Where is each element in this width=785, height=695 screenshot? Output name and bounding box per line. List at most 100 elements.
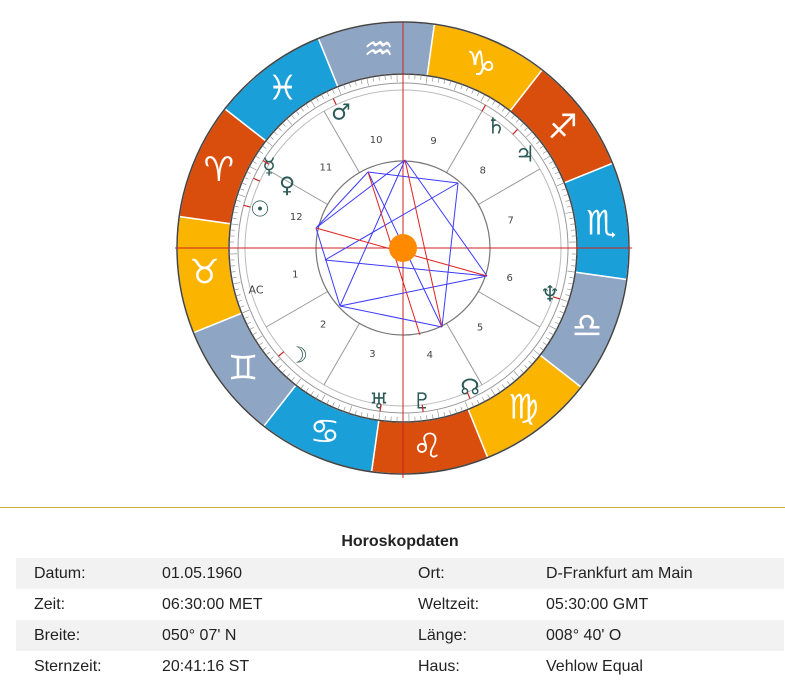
degree-tick xyxy=(549,332,554,336)
degree-tick xyxy=(543,155,551,161)
planet-marker-neptune xyxy=(553,296,561,300)
latitude-value: 050° 07' N xyxy=(162,620,418,651)
degree-tick xyxy=(464,401,469,410)
degree-tick xyxy=(532,356,537,361)
longitude-label: Länge: xyxy=(418,620,546,651)
zodiac-glyph-aries: ♈ xyxy=(204,150,234,190)
degree-tick xyxy=(511,114,516,119)
degree-tick xyxy=(300,107,304,112)
planet-marker-mars xyxy=(332,98,337,106)
degree-tick xyxy=(554,321,560,325)
planet-glyph-sun: ☉ xyxy=(250,198,270,223)
degree-tick xyxy=(520,122,525,127)
degree-tick xyxy=(348,82,352,88)
degree-tick xyxy=(542,150,548,154)
zodiac-glyph-gemini: ♊ xyxy=(228,348,258,388)
universal-time-value: 05:30:00 GMT xyxy=(546,595,649,613)
degree-tick xyxy=(243,316,249,320)
degree-tick xyxy=(326,399,330,405)
degree-tick xyxy=(426,415,428,421)
degree-tick xyxy=(343,406,346,412)
degree-tick xyxy=(466,86,469,92)
planet-marker-pluto xyxy=(421,404,424,412)
degree-tick xyxy=(321,394,326,402)
zodiac-glyph-aquarius: ♒ xyxy=(363,29,393,69)
degree-tick xyxy=(432,414,434,420)
degree-tick xyxy=(513,371,520,378)
degree-tick xyxy=(255,335,263,341)
degree-tick xyxy=(305,103,309,109)
degree-tick xyxy=(565,199,571,202)
degree-tick xyxy=(449,80,452,86)
degree-tick xyxy=(561,188,567,191)
degree-tick xyxy=(249,327,254,330)
degree-tick xyxy=(237,193,246,197)
degree-tick xyxy=(557,176,563,180)
degree-tick xyxy=(360,411,363,417)
degree-tick xyxy=(273,131,278,136)
degree-tick xyxy=(420,416,422,422)
center-dot xyxy=(389,234,417,262)
degree-tick xyxy=(480,94,485,102)
house-cusp-line xyxy=(446,110,483,173)
degree-tick xyxy=(437,410,440,419)
degree-tick xyxy=(557,316,563,320)
degree-tick xyxy=(449,410,452,416)
degree-tick xyxy=(504,110,511,118)
degree-tick xyxy=(337,404,340,410)
degree-tick xyxy=(230,271,236,273)
degree-tick xyxy=(526,131,533,138)
house-number-11: 11 xyxy=(320,163,333,174)
planet-glyph-mars: ♂ xyxy=(331,101,351,126)
degree-tick xyxy=(277,126,282,131)
house-system-label: Haus: xyxy=(418,657,460,675)
degree-tick xyxy=(384,416,386,422)
zodiac-glyph-scorpio: ♏ xyxy=(586,204,616,244)
degree-tick xyxy=(502,107,506,112)
house-number-9: 9 xyxy=(430,136,436,147)
degree-tick xyxy=(546,337,551,341)
degree-tick xyxy=(471,88,475,94)
planet-marker-sun xyxy=(243,204,251,208)
degree-tick xyxy=(326,91,330,97)
date-label: Datum: xyxy=(16,558,162,589)
horoscope-data-table: Datum: 01.05.1960 Ort: D-Frankfurt am Ma… xyxy=(16,558,784,682)
zodiac-glyph-pisces: ♓ xyxy=(267,68,297,108)
aspect-line xyxy=(367,171,459,184)
degree-tick xyxy=(520,369,525,374)
degree-tick xyxy=(569,217,575,219)
aspect-line xyxy=(315,171,369,229)
house-number-8: 8 xyxy=(480,165,486,176)
house-system-value: Vehlow Equal xyxy=(546,657,643,675)
degree-tick xyxy=(497,103,501,109)
degree-tick xyxy=(372,414,374,420)
degree-tick xyxy=(295,378,302,386)
degree-tick xyxy=(281,122,286,127)
horoscope-data-title: Horoskopdaten xyxy=(341,533,459,550)
degree-ticks xyxy=(229,74,577,422)
planets: ♂ ♄ ♃ ☿♀ ☉ ♆ ☽ ☊ ♅ ♇ xyxy=(243,98,561,415)
degree-tick xyxy=(515,118,520,123)
aspect-line xyxy=(315,159,406,229)
date-value: 01.05.1960 xyxy=(162,558,418,589)
degree-tick xyxy=(235,294,241,297)
degree-tick xyxy=(300,384,304,389)
degree-tick xyxy=(476,91,480,97)
table-row: Datum: 01.05.1960 Ort: D-Frankfurt am Ma… xyxy=(16,558,784,589)
time-label: Zeit: xyxy=(34,595,66,613)
planet-glyph-pluto: ♇ xyxy=(412,390,432,415)
degree-tick xyxy=(460,406,463,412)
house-cusp-line xyxy=(265,291,328,328)
degree-tick xyxy=(535,140,541,145)
degree-tick xyxy=(239,305,245,308)
planet-marker-node xyxy=(466,392,471,399)
degree-tick xyxy=(331,88,335,94)
degree-tick xyxy=(476,399,480,405)
degree-tick xyxy=(366,413,369,419)
degree-tick xyxy=(255,155,260,159)
degree-tick xyxy=(343,84,346,90)
degree-tick xyxy=(231,277,237,279)
degree-tick xyxy=(290,377,295,382)
degree-tick xyxy=(331,402,335,408)
degree-tick xyxy=(492,100,496,105)
